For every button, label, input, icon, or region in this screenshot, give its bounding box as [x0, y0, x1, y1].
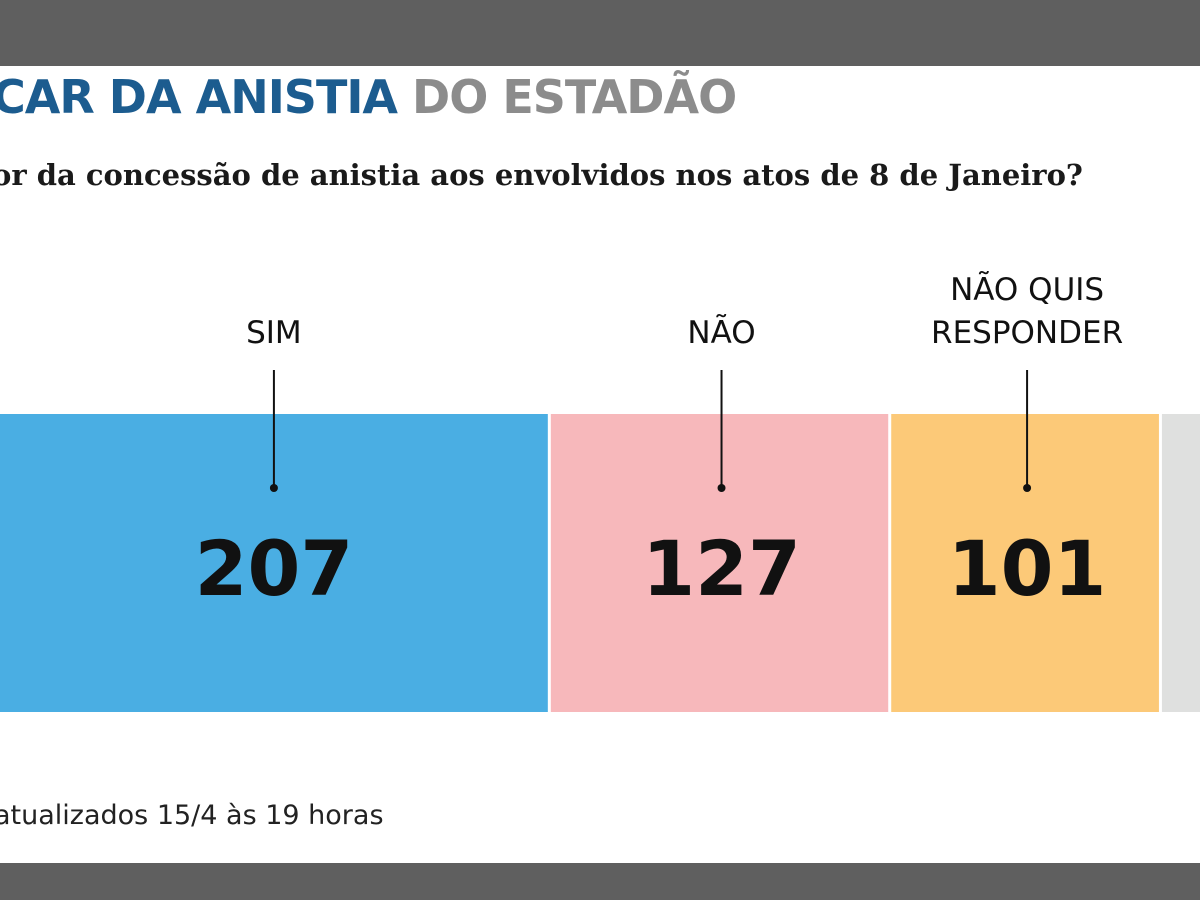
category-label-2-line-0: NÃO QUIS — [950, 272, 1104, 308]
category-label-2-line-1: RESPONDER — [931, 315, 1123, 351]
update-footnote: atualizados 15/4 às 19 horas — [0, 800, 384, 831]
bar-segment-3 — [1161, 414, 1200, 712]
bar-value-1: 127 — [642, 524, 801, 613]
question-text: or da concessão de anistia aos envolvido… — [0, 158, 1083, 192]
page-title: CAR DA ANISTIA DO ESTADÃO — [0, 74, 737, 120]
title-part-2: DO ESTADÃO — [412, 70, 737, 124]
category-label-0-line-0: SIM — [246, 315, 302, 351]
bar-segment-1 — [550, 414, 889, 712]
leader-dot-1 — [717, 484, 726, 492]
category-label-1-line-0: NÃO — [687, 315, 755, 351]
bar-value-2: 101 — [948, 524, 1107, 613]
title-part-1: CAR DA ANISTIA — [0, 70, 398, 124]
bar-value-0: 207 — [195, 524, 354, 613]
leader-dot-2 — [1023, 484, 1032, 492]
leader-dot-0 — [269, 484, 278, 492]
bar-segment-2 — [891, 414, 1159, 712]
